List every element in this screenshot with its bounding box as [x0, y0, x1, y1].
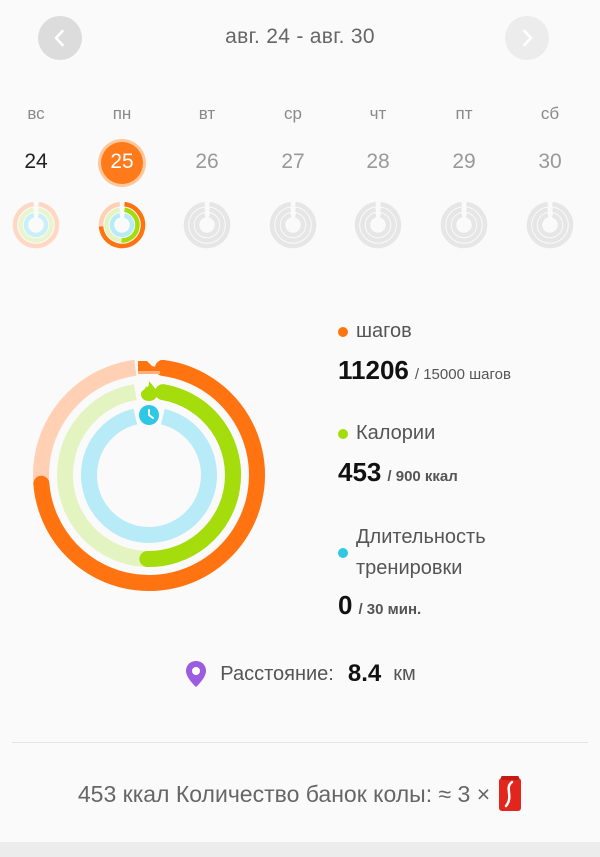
- day-item[interactable]: сб 30: [510, 100, 590, 260]
- calories-goal: / 900 ккал: [387, 468, 458, 485]
- duration-label-row: Длительность тренировки: [338, 522, 598, 584]
- steps-dot: [338, 326, 348, 337]
- day-item-today[interactable]: пн 25: [82, 100, 162, 260]
- calories-ring-progress: [57, 382, 241, 567]
- mini-ring-track: [109, 212, 135, 238]
- mini-ring-track: [537, 212, 563, 238]
- day-number: 29: [452, 150, 476, 173]
- mini-ring-track: [280, 212, 306, 238]
- previous-week-button[interactable]: [38, 16, 82, 60]
- day-item[interactable]: чт 28: [338, 100, 418, 260]
- mini-activity-rings: [440, 201, 488, 249]
- distance-row: Расстояние: 8.4 км: [0, 660, 600, 688]
- mini-ring-track: [451, 212, 477, 238]
- shoe-icon: [138, 361, 160, 374]
- day-number: 30: [538, 150, 562, 173]
- mini-ring-track: [194, 212, 220, 238]
- calories-dot: [338, 428, 348, 439]
- steps-ring-progress: [32, 359, 265, 591]
- date-range-title: авг. 24 - авг. 30: [225, 25, 375, 48]
- mini-activity-rings: [12, 201, 60, 249]
- next-week-button[interactable]: [505, 16, 549, 60]
- cola-equivalent: 453 ккал Количество банок колы: ≈ 3 ×: [0, 776, 600, 812]
- mini-activity-rings: [98, 201, 146, 249]
- duration-label: Длительность тренировки: [356, 526, 486, 579]
- day-number: 27: [281, 150, 305, 173]
- activity-rings: [32, 359, 265, 591]
- cola-text: 453 ккал Количество банок колы: ≈ 3 ×: [77, 780, 491, 807]
- steps-stat: шагов 11206 / 15000 шагов: [338, 320, 598, 386]
- mini-ring-track: [23, 212, 49, 238]
- mini-ring-track: [354, 201, 402, 249]
- chevron-left-icon: [54, 29, 64, 47]
- mini-activity-rings: [183, 201, 231, 249]
- day-of-week: пт: [455, 104, 473, 123]
- mini-ring-track: [275, 207, 311, 243]
- steps-value: 11206: [338, 355, 409, 385]
- week-header: авг. 24 - авг. 30: [0, 0, 600, 78]
- mini-ring-track: [360, 207, 396, 243]
- location-pin-icon: [186, 661, 207, 687]
- distance-unit: км: [393, 662, 416, 685]
- steps-label-row: шагов: [338, 320, 598, 343]
- distance-label: Расстояние:: [220, 662, 334, 685]
- steps-label: шагов: [356, 320, 412, 342]
- calories-stat: Калории 453 / 900 ккал: [338, 422, 598, 488]
- flame-icon: [141, 381, 157, 401]
- day-of-week: вт: [198, 104, 216, 123]
- week-strip: вс 24 пн 25 вт 26 ср 27 чт 28 пт 29 сб 3…: [0, 100, 600, 260]
- duration-goal: / 30 мин.: [358, 601, 422, 618]
- distance-value: 8.4: [347, 660, 382, 687]
- duration-ring-track: [81, 407, 217, 543]
- mini-ring-track: [269, 201, 317, 249]
- mini-ring-track: [189, 207, 225, 243]
- divider: [12, 742, 588, 743]
- duration-value-row: 0 / 30 мин.: [338, 590, 598, 621]
- day-of-week: вс: [27, 104, 45, 123]
- calories-value: 453: [338, 457, 382, 487]
- calories-label-row: Калории: [338, 422, 598, 445]
- duration-dot: [338, 548, 348, 558]
- steps-value-row: 11206 / 15000 шагов: [338, 355, 598, 386]
- mini-ring-track: [532, 207, 568, 243]
- mini-ring-track: [18, 207, 54, 243]
- day-number: 28: [366, 150, 390, 173]
- day-item[interactable]: пт 29: [424, 100, 504, 260]
- mini-ring-track: [365, 212, 391, 238]
- mini-activity-rings: [354, 201, 402, 249]
- steps-goal: / 15000 шагов: [414, 366, 511, 383]
- calories-label: Калории: [356, 422, 436, 444]
- day-item[interactable]: вт 26: [167, 100, 247, 260]
- duration-stat: Длительность тренировки 0 / 30 мин.: [338, 522, 598, 621]
- chevron-right-icon: [523, 29, 533, 47]
- day-of-week: чт: [369, 104, 387, 123]
- mini-ring-track: [440, 201, 488, 249]
- day-of-week: пн: [112, 104, 132, 123]
- bottom-bar: [0, 842, 600, 857]
- mini-activity-rings: [526, 201, 574, 249]
- day-of-week: ср: [284, 104, 302, 123]
- mini-ring-track: [446, 207, 482, 243]
- calories-value-row: 453 / 900 ккал: [338, 457, 598, 488]
- day-item[interactable]: ср 27: [253, 100, 333, 260]
- duration-value: 0: [338, 590, 353, 620]
- cola-can-icon: [499, 776, 522, 811]
- mini-ring-track: [12, 201, 60, 249]
- day-item[interactable]: вс 24: [0, 100, 76, 260]
- day-number: 24: [24, 150, 48, 173]
- mini-activity-rings: [269, 201, 317, 249]
- day-number: 25: [110, 150, 134, 173]
- activity-stats: шагов 11206 / 15000 шагов Калории 453 / …: [338, 320, 598, 621]
- clock-icon: [139, 405, 159, 425]
- day-of-week: сб: [540, 104, 560, 123]
- day-number: 26: [195, 150, 219, 173]
- today-highlight: [101, 142, 143, 184]
